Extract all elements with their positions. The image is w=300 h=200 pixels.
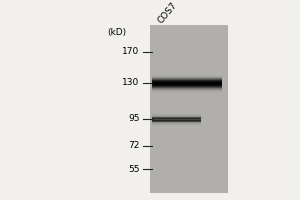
Bar <box>152 90 222 91</box>
Bar <box>152 123 201 124</box>
Bar <box>152 81 222 82</box>
Bar <box>152 78 222 79</box>
Bar <box>152 83 222 84</box>
Bar <box>152 91 222 92</box>
Bar <box>152 88 222 89</box>
Bar <box>152 113 201 114</box>
Bar <box>150 25 228 193</box>
Bar <box>152 75 222 76</box>
Bar <box>152 86 222 87</box>
Bar <box>152 89 222 90</box>
Bar <box>152 80 222 81</box>
Bar <box>152 82 222 83</box>
Bar <box>152 124 201 125</box>
Bar <box>152 118 201 119</box>
Bar <box>152 114 201 115</box>
Bar <box>152 126 201 127</box>
Bar <box>152 115 201 116</box>
Bar <box>152 92 222 93</box>
Bar <box>152 76 222 77</box>
Text: (kD): (kD) <box>107 28 127 37</box>
Bar <box>152 92 222 93</box>
Bar <box>152 87 222 88</box>
Bar <box>152 120 201 121</box>
Bar <box>152 79 222 80</box>
Bar <box>152 73 222 74</box>
Bar <box>152 90 222 91</box>
Bar <box>152 93 222 94</box>
Bar <box>152 84 222 85</box>
Bar <box>152 86 222 87</box>
Bar <box>152 117 201 118</box>
Bar <box>152 119 201 120</box>
Bar <box>152 117 201 118</box>
Bar <box>152 91 222 92</box>
Text: 130: 130 <box>122 78 140 87</box>
Bar <box>152 84 222 85</box>
Bar <box>152 80 222 81</box>
Bar <box>152 85 222 86</box>
Bar <box>152 124 201 125</box>
Bar <box>152 89 222 90</box>
Bar <box>152 125 201 126</box>
Bar <box>152 116 201 117</box>
Bar <box>152 121 201 122</box>
Bar <box>152 87 222 88</box>
Bar <box>152 122 201 123</box>
Bar <box>152 88 222 89</box>
Text: 55: 55 <box>128 165 140 174</box>
Bar <box>152 121 201 122</box>
Text: 170: 170 <box>122 47 140 56</box>
Bar <box>152 78 222 79</box>
Text: 72: 72 <box>128 141 140 150</box>
Bar <box>152 114 201 115</box>
Bar <box>152 74 222 75</box>
Text: 95: 95 <box>128 114 140 123</box>
Bar <box>152 82 222 83</box>
Bar <box>152 120 201 121</box>
Bar <box>152 81 222 82</box>
Bar <box>152 83 222 84</box>
Bar <box>152 79 222 80</box>
Bar <box>152 77 222 78</box>
Bar <box>152 118 201 119</box>
Text: COS7: COS7 <box>157 1 179 26</box>
Bar <box>152 85 222 86</box>
Bar <box>152 77 222 78</box>
